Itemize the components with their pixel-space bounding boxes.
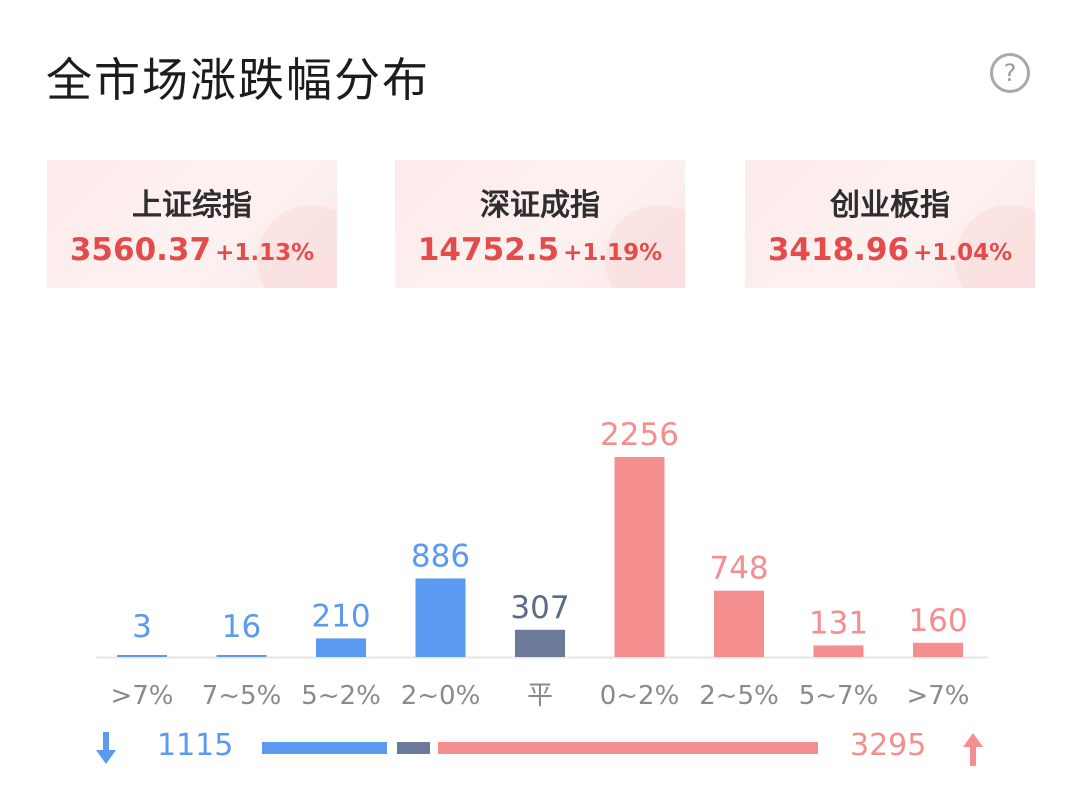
- x-tick-label: 5~2%: [301, 681, 381, 711]
- index-name: 深证成指: [480, 188, 600, 223]
- index-name: 上证综指: [132, 188, 252, 223]
- flat-proportion-bar: [397, 742, 430, 754]
- data-label: 748: [709, 551, 768, 587]
- bar[interactable]: [813, 645, 864, 657]
- bar[interactable]: [216, 655, 267, 657]
- data-label: 307: [510, 590, 569, 626]
- x-tick-label: >7%: [906, 681, 969, 711]
- bar[interactable]: [714, 590, 764, 657]
- bar[interactable]: [913, 642, 963, 657]
- x-tick-label: 2~0%: [401, 681, 481, 711]
- arrow-down-icon: [96, 732, 116, 764]
- index-change: +1.13%: [215, 240, 315, 266]
- data-label: 131: [809, 605, 868, 641]
- bar[interactable]: [316, 638, 366, 657]
- up-proportion-bar: [438, 742, 818, 754]
- bar[interactable]: [415, 578, 466, 657]
- page-title: 全市场涨跌幅分布: [46, 53, 430, 107]
- bar[interactable]: [614, 457, 665, 657]
- x-tick-label: >7%: [110, 681, 173, 711]
- data-label: 3: [132, 609, 152, 645]
- bar[interactable]: [117, 655, 167, 657]
- x-tick-label: 5~7%: [799, 681, 879, 711]
- x-tick-label: 7~5%: [202, 681, 282, 711]
- index-value: 3560.37: [69, 232, 212, 268]
- data-label: 160: [908, 603, 967, 639]
- data-label: 886: [411, 538, 470, 574]
- arrow-up-icon: [963, 733, 983, 766]
- x-tick-label: 2~5%: [699, 681, 779, 711]
- index-card-cyb[interactable]: 创业板指 3418.96 +1.04%: [745, 160, 1035, 288]
- down-total: 1115: [157, 728, 234, 763]
- down-proportion-bar: [262, 742, 387, 754]
- distribution-chart: 3 >7% 16 7~5% 210 5~2% 886 2~0% 307 平 2256 0~2% 748 2…: [96, 417, 988, 711]
- data-label: 2256: [600, 417, 679, 453]
- index-value: 14752.5: [417, 232, 560, 268]
- index-name: 创业板指: [830, 188, 950, 223]
- x-tick-label: 0~2%: [600, 681, 680, 711]
- index-change: +1.19%: [563, 240, 663, 266]
- bar[interactable]: [515, 629, 565, 657]
- help-icon[interactable]: ?: [990, 53, 1030, 93]
- index-value: 3418.96: [767, 232, 910, 268]
- up-total: 3295: [850, 728, 927, 763]
- data-label: 16: [222, 609, 261, 645]
- index-card-sz[interactable]: 深证成指 14752.5 +1.19%: [395, 160, 685, 288]
- index-card-sh[interactable]: 上证综指 3560.37 +1.13%: [47, 160, 337, 288]
- index-change: +1.04%: [913, 240, 1013, 266]
- x-tick-label: 平: [527, 681, 553, 711]
- data-label: 210: [311, 598, 370, 634]
